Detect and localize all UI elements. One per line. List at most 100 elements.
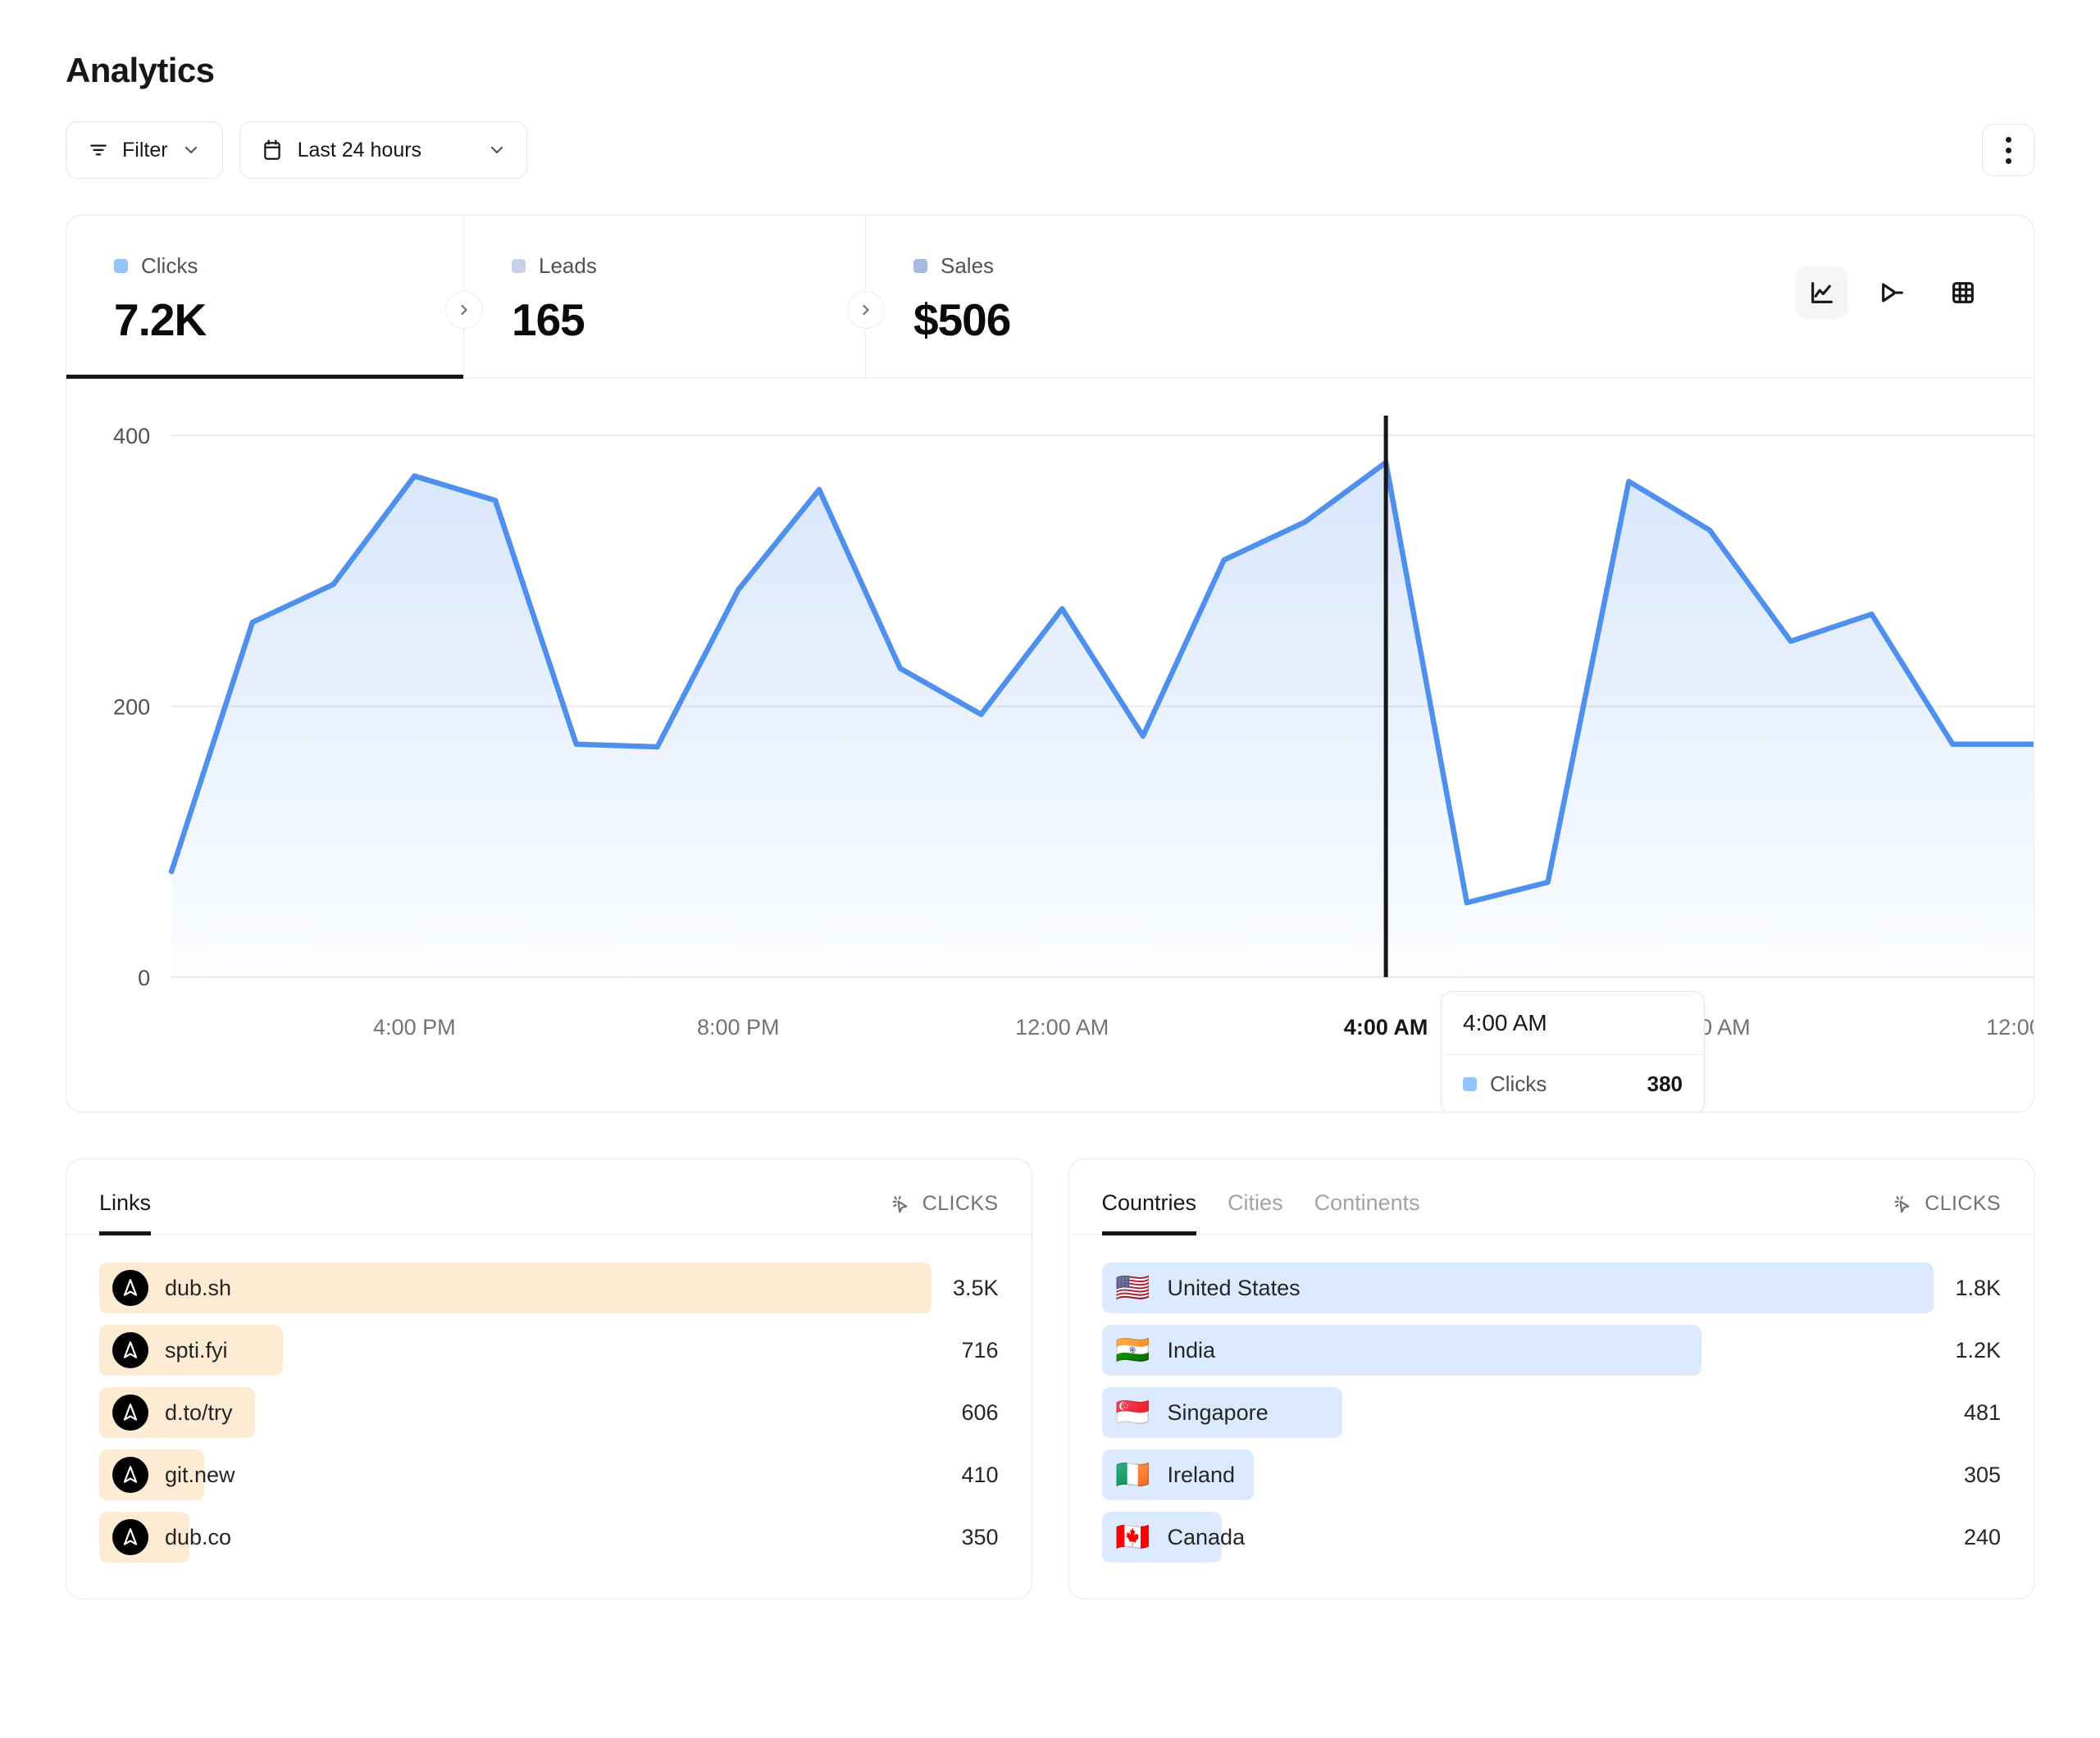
metric-next-leads-to-sales-button[interactable] — [847, 291, 885, 329]
row-label: spti.fyi — [165, 1337, 228, 1363]
metric-card-clicks[interactable]: Clicks 7.2K — [66, 216, 463, 379]
filter-icon — [88, 139, 109, 161]
metric-head: Sales — [913, 253, 2034, 279]
svg-text:12:00 PM: 12:00 PM — [1986, 1015, 2034, 1040]
link-row[interactable]: dub.co 350 — [99, 1512, 999, 1563]
row-bar: 🇸🇬 Singapore — [1101, 1387, 1342, 1438]
row-value: 1.8K — [1955, 1275, 2001, 1300]
metric-label-sales: Sales — [941, 253, 995, 278]
filter-button[interactable]: Filter — [66, 121, 223, 179]
tab-countries[interactable]: Countries — [1101, 1190, 1196, 1235]
row-bar: dub.co — [99, 1512, 231, 1563]
country-row[interactable]: 🇺🇸 United States 1.8K — [1101, 1263, 2001, 1313]
country-flag-icon: 🇨🇦 — [1115, 1521, 1150, 1554]
row-bar: spti.fyi — [99, 1325, 284, 1376]
link-row[interactable]: git.new 410 — [99, 1449, 999, 1500]
row-value: 410 — [961, 1462, 999, 1487]
svg-text:200: 200 — [113, 695, 150, 720]
country-flag-icon: 🇮🇳 — [1115, 1334, 1150, 1367]
row-value: 606 — [961, 1399, 999, 1425]
row-label: d.to/try — [165, 1399, 233, 1425]
chart-plot-area[interactable]: 0 200 400 4:00 PM 8:00 PM 12:00 AM 4:00 AM 8:00… — [66, 378, 2034, 1112]
row-label: Ireland — [1167, 1462, 1236, 1487]
clicks-color-swatch — [114, 259, 128, 273]
tab-cities[interactable]: Cities — [1228, 1190, 1283, 1215]
countries-metric-selector[interactable]: CLICKS — [1892, 1192, 2001, 1234]
row-value: 305 — [1963, 1462, 2001, 1487]
chart-view-toggle — [1796, 266, 1989, 319]
analytics-page: Analytics Filter Last 24 hours — [66, 51, 2034, 1657]
link-row[interactable]: d.to/try 606 — [99, 1387, 999, 1438]
country-flag-icon: 🇸🇬 — [1115, 1396, 1150, 1429]
link-row[interactable]: dub.sh 3.5K — [99, 1263, 999, 1313]
calendar-icon — [262, 139, 283, 162]
row-value: 3.5K — [952, 1275, 999, 1300]
more-options-button[interactable] — [1982, 124, 2034, 176]
chevron-right-icon — [858, 302, 874, 318]
countries-panel-header: Countries Cities Continents CLICKS — [1068, 1159, 2034, 1235]
toolbar: Filter Last 24 hours — [66, 121, 2034, 179]
chevron-down-icon — [487, 140, 507, 160]
line-chart-icon — [1808, 279, 1836, 307]
links-metric-selector[interactable]: CLICKS — [890, 1192, 999, 1234]
chevron-right-icon — [456, 302, 472, 318]
country-row[interactable]: 🇸🇬 Singapore 481 — [1101, 1387, 2001, 1438]
row-value: 716 — [961, 1337, 999, 1363]
svg-text:12:00 AM: 12:00 AM — [1015, 1015, 1109, 1040]
row-label: Canada — [1167, 1524, 1246, 1549]
links-tabs: Links — [99, 1184, 152, 1235]
metric-card-sales[interactable]: Sales $506 — [865, 216, 2034, 377]
mouse-pointer-click-icon — [890, 1193, 913, 1216]
metric-head: Leads — [512, 253, 865, 279]
links-panel-header: Links CLICKS — [66, 1159, 1032, 1235]
svg-text:0: 0 — [138, 966, 150, 990]
chart-tooltip: 4:00 AM Clicks 380 — [1441, 991, 1705, 1112]
countries-panel: Countries Cities Continents CLICKS 🇺🇸 Uni… — [1068, 1158, 2034, 1599]
tooltip-series-row: Clicks 380 — [1442, 1055, 1704, 1112]
row-label: Singapore — [1167, 1399, 1269, 1425]
row-label: git.new — [165, 1462, 235, 1487]
row-value: 350 — [961, 1524, 999, 1549]
links-metric-label: CLICKS — [922, 1192, 999, 1215]
dub-logo-icon — [112, 1332, 148, 1368]
date-range-button[interactable]: Last 24 hours — [239, 121, 528, 179]
country-row[interactable]: 🇮🇪 Ireland 305 — [1101, 1449, 2001, 1500]
countries-rows: 🇺🇸 United States 1.8K 🇮🇳 India 1.2K 🇸🇬 Singapor… — [1069, 1235, 2034, 1599]
table-grid-icon — [1949, 279, 1977, 307]
svg-text:4:00 PM: 4:00 PM — [373, 1015, 456, 1040]
metric-label-leads: Leads — [539, 253, 597, 278]
view-line-chart-button[interactable] — [1796, 266, 1848, 319]
row-label: dub.sh — [165, 1275, 232, 1300]
tab-links[interactable]: Links — [99, 1190, 152, 1235]
row-value: 240 — [1963, 1524, 2001, 1549]
mouse-pointer-click-icon — [1892, 1193, 1915, 1216]
metric-value-sales: $506 — [913, 294, 1011, 345]
view-funnel-button[interactable] — [1866, 266, 1919, 319]
svg-text:4:00 AM: 4:00 AM — [1344, 1015, 1428, 1040]
metric-next-clicks-to-leads-button[interactable] — [445, 291, 483, 329]
view-table-button[interactable] — [1937, 266, 1989, 319]
funnel-icon — [1879, 279, 1906, 307]
svg-text:8:00 PM: 8:00 PM — [697, 1015, 780, 1040]
tooltip-series-label: Clicks — [1490, 1071, 1547, 1096]
country-row[interactable]: 🇨🇦 Canada 240 — [1101, 1512, 2001, 1563]
country-row[interactable]: 🇮🇳 India 1.2K — [1101, 1325, 2001, 1376]
row-label: India — [1167, 1337, 1216, 1363]
row-bar: d.to/try — [99, 1387, 255, 1438]
dub-logo-icon — [112, 1519, 148, 1555]
metric-value-clicks: 7.2K — [114, 294, 207, 345]
tooltip-time: 4:00 AM — [1442, 992, 1704, 1055]
country-flag-icon: 🇺🇸 — [1115, 1272, 1150, 1304]
leads-color-swatch — [512, 259, 526, 273]
links-panel: Links CLICKS dub.sh 3.5K spti.fyi 716 d.to/t… — [66, 1158, 1032, 1599]
row-bar: 🇨🇦 Canada — [1101, 1512, 1245, 1563]
metric-head: Clicks — [114, 253, 463, 279]
metric-label-clicks: Clicks — [141, 253, 198, 278]
chevron-down-icon — [181, 140, 201, 160]
tab-continents[interactable]: Continents — [1314, 1190, 1420, 1215]
link-row[interactable]: spti.fyi 716 — [99, 1325, 999, 1376]
metric-card-leads[interactable]: Leads 165 — [463, 216, 865, 377]
bottom-panels: Links CLICKS dub.sh 3.5K spti.fyi 716 d.to/t… — [66, 1158, 2034, 1657]
row-value: 481 — [1963, 1399, 2001, 1425]
